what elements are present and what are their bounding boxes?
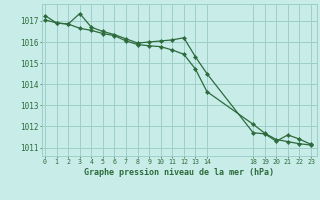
X-axis label: Graphe pression niveau de la mer (hPa): Graphe pression niveau de la mer (hPa) xyxy=(84,168,274,177)
